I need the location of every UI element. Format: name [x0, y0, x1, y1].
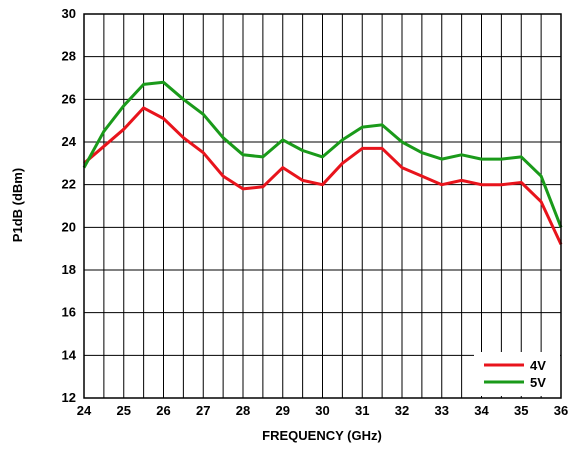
y-tick-label: 18: [62, 262, 76, 277]
y-axis-title: P1dB (dBm): [10, 168, 25, 242]
series-line-4v: [83, 106, 563, 246]
tick-labels: 24 25 26 27 28 29 30 31 32 33 34 35 36 12 14 16 18 20 22 24…: [62, 6, 569, 418]
y-tick-label: 12: [62, 390, 76, 405]
y-tick-label: 16: [62, 305, 76, 320]
legend: 4V 5V: [474, 352, 560, 396]
y-tick-label: 20: [62, 219, 76, 234]
plot-frame: [83, 13, 562, 399]
x-tick-label: 30: [315, 403, 329, 418]
y-tick-label: 22: [62, 177, 76, 192]
x-axis-title: FREQUENCY (GHz): [262, 428, 382, 443]
x-tick-label: 31: [355, 403, 369, 418]
x-tick-label: 24: [77, 403, 92, 418]
y-tick-label: 24: [62, 134, 77, 149]
x-tick-label: 32: [395, 403, 409, 418]
x-tick-label: 34: [474, 403, 489, 418]
y-tick-label: 30: [62, 6, 76, 21]
x-tick-label: 28: [236, 403, 250, 418]
x-tick-label: 29: [276, 403, 290, 418]
y-tick-label: 14: [62, 347, 77, 362]
x-tick-label: 36: [554, 403, 568, 418]
x-tick-label: 26: [156, 403, 170, 418]
x-tick-label: 25: [117, 403, 131, 418]
legend-box: [474, 352, 560, 396]
legend-label-5v: 5V: [530, 375, 546, 390]
x-tick-label: 33: [435, 403, 449, 418]
y-tick-label: 28: [62, 49, 76, 64]
series-line-5v: [82, 80, 563, 228]
grid: [84, 14, 561, 398]
plot-border: [83, 13, 562, 399]
x-tick-label: 27: [196, 403, 210, 418]
legend-label-4v: 4V: [530, 358, 546, 373]
y-tick-label: 26: [62, 91, 76, 106]
x-tick-label: 35: [514, 403, 528, 418]
series-group: [82, 80, 563, 246]
